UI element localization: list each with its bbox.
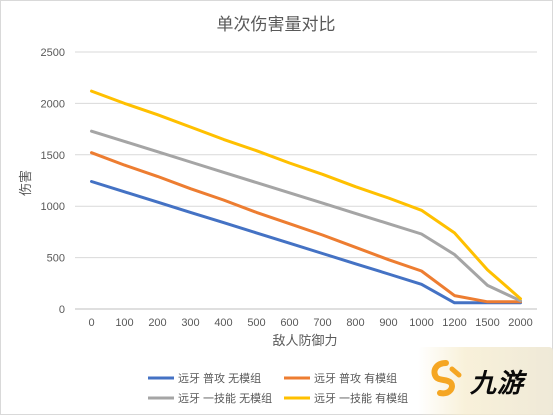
x-tick-label: 800 xyxy=(346,317,364,329)
y-tick-label: 500 xyxy=(47,253,65,265)
x-tick-label: 900 xyxy=(379,317,397,329)
series-line-1 xyxy=(90,180,522,305)
watermark: 九游 xyxy=(418,347,553,415)
x-tick-label: 100 xyxy=(115,317,133,329)
y-tick-label: 2000 xyxy=(41,98,65,110)
y-tick-label: 2500 xyxy=(41,47,65,59)
series-line-3 xyxy=(90,129,522,303)
x-tick-label: 200 xyxy=(148,317,166,329)
series-lines xyxy=(90,89,522,305)
y-tick-label: 1000 xyxy=(41,201,65,213)
x-axis-title: 敌人防御力 xyxy=(272,333,337,348)
x-tick-labels: 0 100 200 300 400 500 600 700 800 900 1000 1200 1500… xyxy=(88,317,532,329)
gridlines xyxy=(75,51,537,310)
y-tick-label: 1500 xyxy=(41,150,65,162)
jiuyou-logo-icon xyxy=(431,360,462,397)
y-tick-label: 0 xyxy=(59,304,65,316)
x-tick-label: 1500 xyxy=(475,317,499,329)
x-tick-label: 700 xyxy=(313,317,331,329)
x-tick-label: 2000 xyxy=(508,317,532,329)
legend-label: 远牙 普攻 无模组 xyxy=(178,371,261,385)
legend-label: 远牙 一技能 有模组 xyxy=(314,391,408,405)
legend-label: 远牙 普攻 有模组 xyxy=(314,371,397,385)
x-tick-label: 400 xyxy=(214,317,232,329)
x-tick-label: 600 xyxy=(280,317,298,329)
watermark-text: 九游 xyxy=(470,369,525,399)
series-line-2 xyxy=(90,151,522,304)
y-tick-labels: 0 500 1000 1500 2000 2500 xyxy=(41,47,65,316)
series-line-4 xyxy=(90,89,522,301)
x-tick-label: 1200 xyxy=(442,317,466,329)
x-tick-label: 1000 xyxy=(409,317,433,329)
x-tick-label: 300 xyxy=(181,317,199,329)
chart-title: 单次伤害量对比 xyxy=(217,15,336,34)
legend-label: 远牙 一技能 无模组 xyxy=(178,391,272,405)
y-axis-title: 伤害 xyxy=(18,170,33,196)
x-tick-label: 0 xyxy=(88,317,94,329)
x-tick-label: 500 xyxy=(247,317,265,329)
